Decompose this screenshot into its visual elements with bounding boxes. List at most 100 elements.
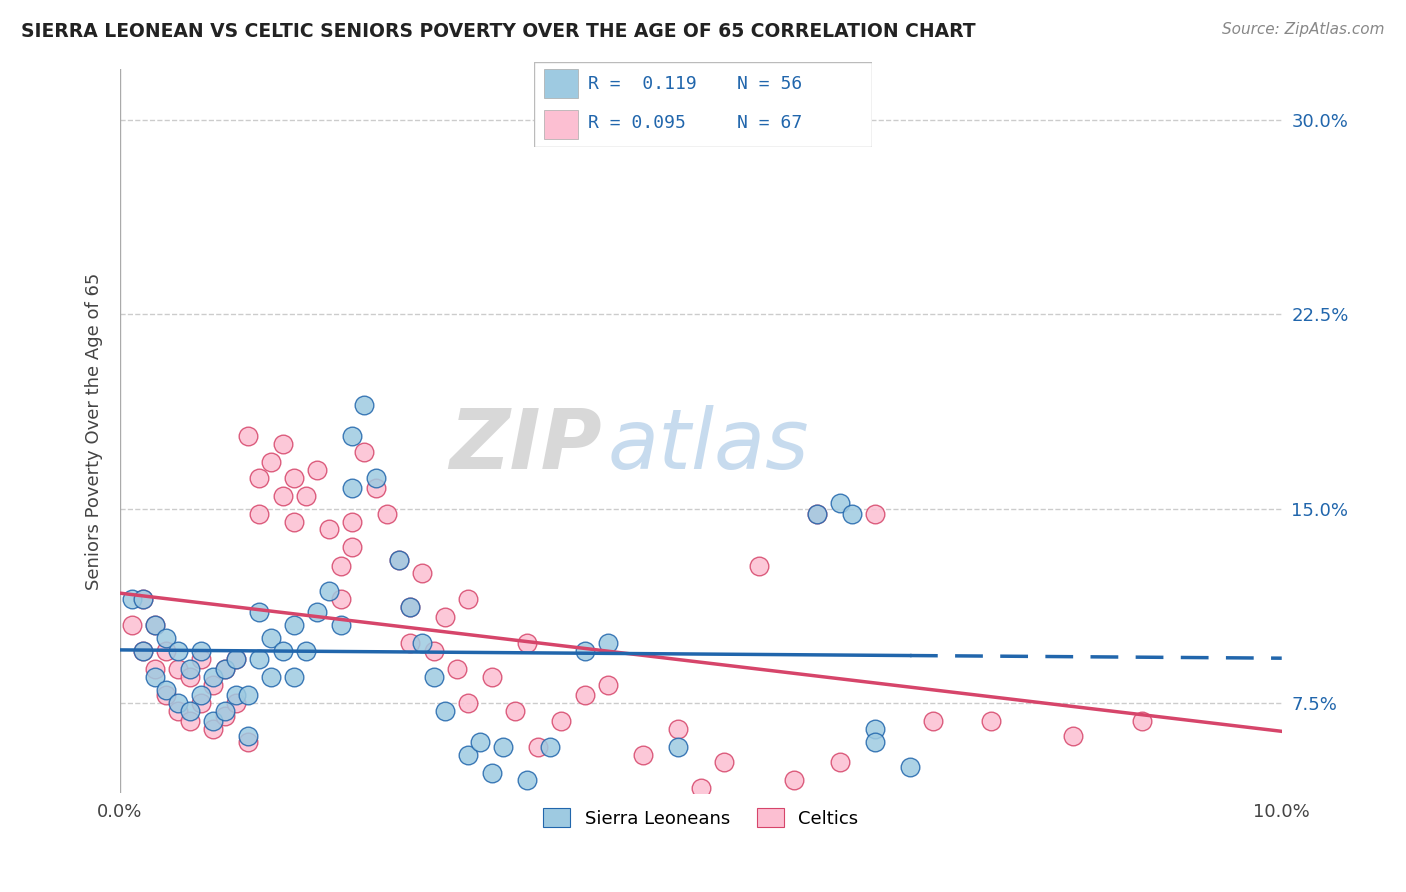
Point xyxy=(283,618,305,632)
Point xyxy=(574,644,596,658)
Point xyxy=(190,688,212,702)
Point xyxy=(295,489,318,503)
Point xyxy=(666,739,689,754)
Point xyxy=(318,584,340,599)
Point xyxy=(143,662,166,676)
Point xyxy=(434,610,457,624)
Point xyxy=(550,714,572,728)
Point xyxy=(132,592,155,607)
Point xyxy=(830,496,852,510)
Point xyxy=(399,599,422,614)
Text: N = 67: N = 67 xyxy=(737,114,801,132)
Point xyxy=(179,662,201,676)
Point xyxy=(492,739,515,754)
Point xyxy=(446,662,468,676)
Point xyxy=(468,734,491,748)
Y-axis label: Seniors Poverty Over the Age of 65: Seniors Poverty Over the Age of 65 xyxy=(86,272,103,590)
Point xyxy=(388,553,411,567)
Text: SIERRA LEONEAN VS CELTIC SENIORS POVERTY OVER THE AGE OF 65 CORRELATION CHART: SIERRA LEONEAN VS CELTIC SENIORS POVERTY… xyxy=(21,22,976,41)
Point xyxy=(806,507,828,521)
Point xyxy=(225,651,247,665)
Point xyxy=(143,618,166,632)
Point xyxy=(143,670,166,684)
Point xyxy=(236,734,259,748)
Point xyxy=(155,682,177,697)
Point xyxy=(247,605,270,619)
Point xyxy=(132,644,155,658)
Point xyxy=(271,489,294,503)
Point xyxy=(399,599,422,614)
Point xyxy=(375,507,398,521)
Point xyxy=(353,398,375,412)
Point xyxy=(155,688,177,702)
Point xyxy=(167,662,190,676)
Point xyxy=(863,507,886,521)
Point xyxy=(247,651,270,665)
Point xyxy=(271,644,294,658)
Point xyxy=(863,722,886,736)
Point xyxy=(329,592,352,607)
Point xyxy=(666,722,689,736)
Point xyxy=(179,714,201,728)
Point xyxy=(307,605,329,619)
Text: R =  0.119: R = 0.119 xyxy=(588,75,697,93)
Point xyxy=(260,670,283,684)
Point xyxy=(574,688,596,702)
Point xyxy=(364,481,387,495)
Point xyxy=(596,678,619,692)
Text: N = 56: N = 56 xyxy=(737,75,801,93)
Text: Source: ZipAtlas.com: Source: ZipAtlas.com xyxy=(1222,22,1385,37)
Point xyxy=(167,644,190,658)
Point xyxy=(201,714,224,728)
Point xyxy=(399,636,422,650)
Point xyxy=(516,773,538,788)
Point xyxy=(481,765,503,780)
Point xyxy=(225,651,247,665)
Point xyxy=(342,515,364,529)
Point xyxy=(342,481,364,495)
Point xyxy=(841,507,863,521)
Point xyxy=(236,688,259,702)
Point xyxy=(863,734,886,748)
Point xyxy=(132,644,155,658)
Point xyxy=(318,522,340,536)
Point xyxy=(201,722,224,736)
Point xyxy=(225,688,247,702)
Point xyxy=(271,437,294,451)
Point xyxy=(422,644,444,658)
Point xyxy=(422,670,444,684)
Point xyxy=(329,618,352,632)
Point xyxy=(411,636,433,650)
Point xyxy=(980,714,1002,728)
Point xyxy=(121,592,143,607)
Point xyxy=(214,704,236,718)
FancyBboxPatch shape xyxy=(544,110,578,139)
Point xyxy=(596,636,619,650)
Point xyxy=(516,636,538,650)
Point xyxy=(898,760,921,774)
Point xyxy=(155,644,177,658)
Point xyxy=(190,644,212,658)
FancyBboxPatch shape xyxy=(544,70,578,98)
Point xyxy=(179,670,201,684)
Point xyxy=(179,704,201,718)
Point xyxy=(201,678,224,692)
Point xyxy=(631,747,654,762)
Point xyxy=(307,463,329,477)
Point xyxy=(260,631,283,645)
Legend: Sierra Leoneans, Celtics: Sierra Leoneans, Celtics xyxy=(536,801,866,835)
Point xyxy=(713,756,735,770)
FancyBboxPatch shape xyxy=(534,62,872,147)
Point xyxy=(1130,714,1153,728)
Point xyxy=(457,592,479,607)
Point xyxy=(167,696,190,710)
Point xyxy=(236,730,259,744)
Point xyxy=(132,592,155,607)
Point xyxy=(283,470,305,484)
Point xyxy=(295,644,318,658)
Point xyxy=(167,704,190,718)
Point xyxy=(411,566,433,581)
Point xyxy=(434,704,457,718)
Point xyxy=(806,507,828,521)
Point xyxy=(236,429,259,443)
